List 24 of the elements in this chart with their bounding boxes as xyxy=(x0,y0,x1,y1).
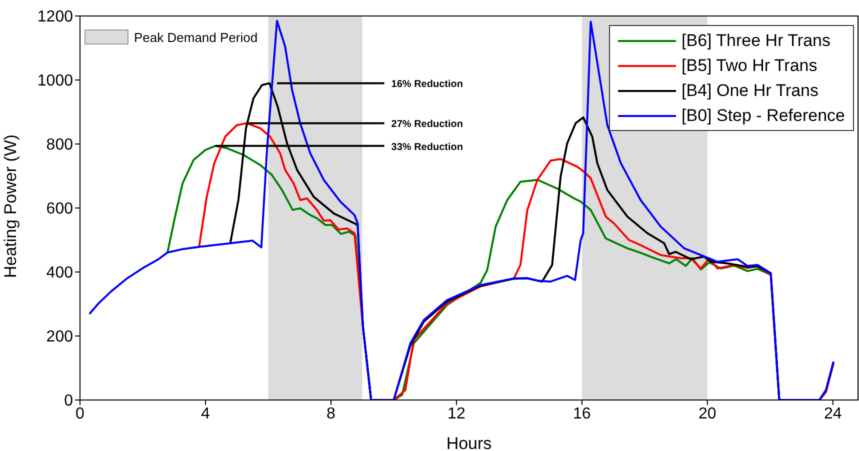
y-tick-label: 1200 xyxy=(37,8,74,26)
y-axis-title: Heating Power (W) xyxy=(1,134,20,278)
x-tick-label: 20 xyxy=(698,405,716,422)
legend-label: [B0] Step - Reference xyxy=(682,105,845,127)
y-tick-label: 800 xyxy=(46,136,74,154)
x-tick-label: 24 xyxy=(824,405,842,422)
y-tick-label: 0 xyxy=(64,392,74,410)
y-tick-label: 1000 xyxy=(37,72,74,90)
x-tick-label: 16 xyxy=(573,405,591,422)
y-tick-label: 600 xyxy=(46,200,74,218)
annotation: 16% Reduction xyxy=(391,79,463,90)
y-tick-label: 400 xyxy=(46,264,74,282)
legend-label: [B4] One Hr Trans xyxy=(682,80,819,102)
x-axis-title: Hours xyxy=(446,434,492,451)
x-tick-label: 8 xyxy=(326,405,336,422)
legend-label: [B5] Two Hr Trans xyxy=(682,55,818,77)
band-label: Peak Demand Period xyxy=(134,30,258,45)
annotation: 27% Reduction xyxy=(391,119,463,130)
legend-label: [B6] Three Hr Trans xyxy=(682,30,830,52)
annotation: 33% Reduction xyxy=(391,142,463,153)
x-tick-label: 4 xyxy=(201,405,210,422)
x-tick-label: 12 xyxy=(448,405,466,422)
y-tick-label: 200 xyxy=(46,328,74,346)
x-tick-label: 0 xyxy=(76,405,85,422)
